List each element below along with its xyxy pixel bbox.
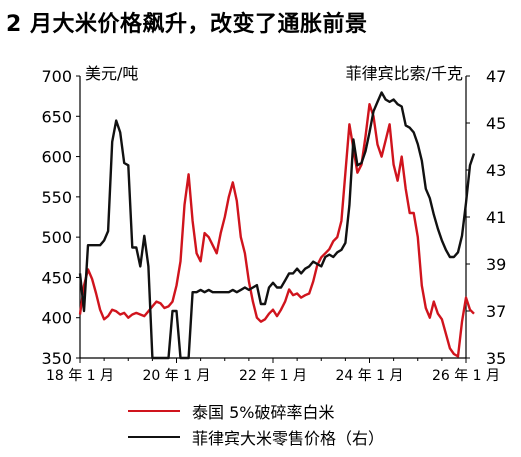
legend-swatch-philippine-rice	[128, 436, 180, 438]
x-tick-label: 18 年 1 月	[46, 368, 114, 384]
x-tick-label: 24 年 1 月	[335, 368, 403, 384]
right-tick-label: 43	[486, 161, 506, 180]
x-tick-label: 20 年 1 月	[142, 368, 210, 384]
right-tick-label: 45	[486, 114, 506, 133]
left-tick-label: 500	[41, 228, 72, 247]
legend-item-thai-rice: 泰国 5%破碎率白米	[128, 398, 384, 424]
right-axis-label: 菲律宾比索/千克	[346, 64, 463, 83]
left-tick-label: 550	[41, 188, 72, 207]
series-line-thai-rice	[78, 103, 475, 358]
right-tick-label: 47	[486, 67, 506, 86]
x-tick-label: 22 年 1 月	[239, 368, 307, 384]
left-tick-label: 700	[41, 67, 72, 86]
right-tick-label: 39	[486, 255, 506, 274]
legend-swatch-thai-rice	[128, 410, 180, 412]
legend: 泰国 5%破碎率白米 菲律宾大米零售价格（右）	[128, 398, 384, 450]
left-axis-label: 美元/吨	[85, 64, 138, 83]
right-tick-label: 35	[486, 349, 506, 368]
left-tick-label: 400	[41, 309, 72, 328]
x-tick-label: 26 年 1 月	[432, 368, 500, 384]
legend-label-thai-rice: 泰国 5%破碎率白米	[192, 403, 335, 422]
right-tick-label: 41	[486, 208, 506, 227]
left-tick-label: 650	[41, 107, 72, 126]
series-line-philippine-rice	[78, 91, 476, 360]
series-lines	[78, 91, 476, 360]
left-tick-label: 600	[41, 148, 72, 167]
left-tick-label: 450	[41, 268, 72, 287]
right-tick-label: 37	[486, 302, 506, 321]
left-tick-label: 350	[41, 349, 72, 368]
chart-title: 2 月大米价格飙升，改变了通胀前景	[6, 12, 368, 37]
legend-item-philippine-rice: 菲律宾大米零售价格（右）	[128, 424, 384, 450]
axes: 350 400 450 500 550 600 650 700 35 37 39 41 43 45 47 18…	[41, 67, 506, 384]
legend-label-philippine-rice: 菲律宾大米零售价格（右）	[192, 429, 385, 448]
